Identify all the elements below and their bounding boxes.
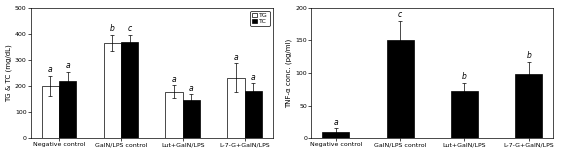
Legend: TG, TC: TG, TC (250, 11, 270, 26)
Text: b: b (110, 24, 114, 34)
Bar (245, 91, 262, 138)
Bar (104, 43, 121, 138)
Text: c: c (398, 10, 402, 19)
Text: a: a (171, 75, 177, 84)
Bar (42, 86, 59, 138)
Text: a: a (65, 61, 70, 70)
Text: c: c (127, 24, 131, 34)
Bar (451, 91, 478, 138)
Bar (515, 74, 542, 138)
Text: a: a (48, 65, 52, 74)
Bar (121, 42, 138, 138)
Bar (227, 78, 245, 138)
Text: a: a (189, 84, 193, 93)
Text: a: a (333, 118, 338, 127)
Bar (386, 40, 413, 138)
Text: b: b (462, 72, 467, 81)
Bar (183, 100, 200, 138)
Text: a: a (251, 73, 255, 82)
Text: b: b (526, 51, 531, 60)
Y-axis label: TNF-α conc. (pg/ml): TNF-α conc. (pg/ml) (286, 38, 293, 108)
Bar (322, 132, 349, 138)
Y-axis label: TG & TC (mg/dL): TG & TC (mg/dL) (6, 44, 12, 102)
Text: a: a (233, 53, 238, 62)
Bar (59, 81, 76, 138)
Bar (165, 92, 183, 138)
